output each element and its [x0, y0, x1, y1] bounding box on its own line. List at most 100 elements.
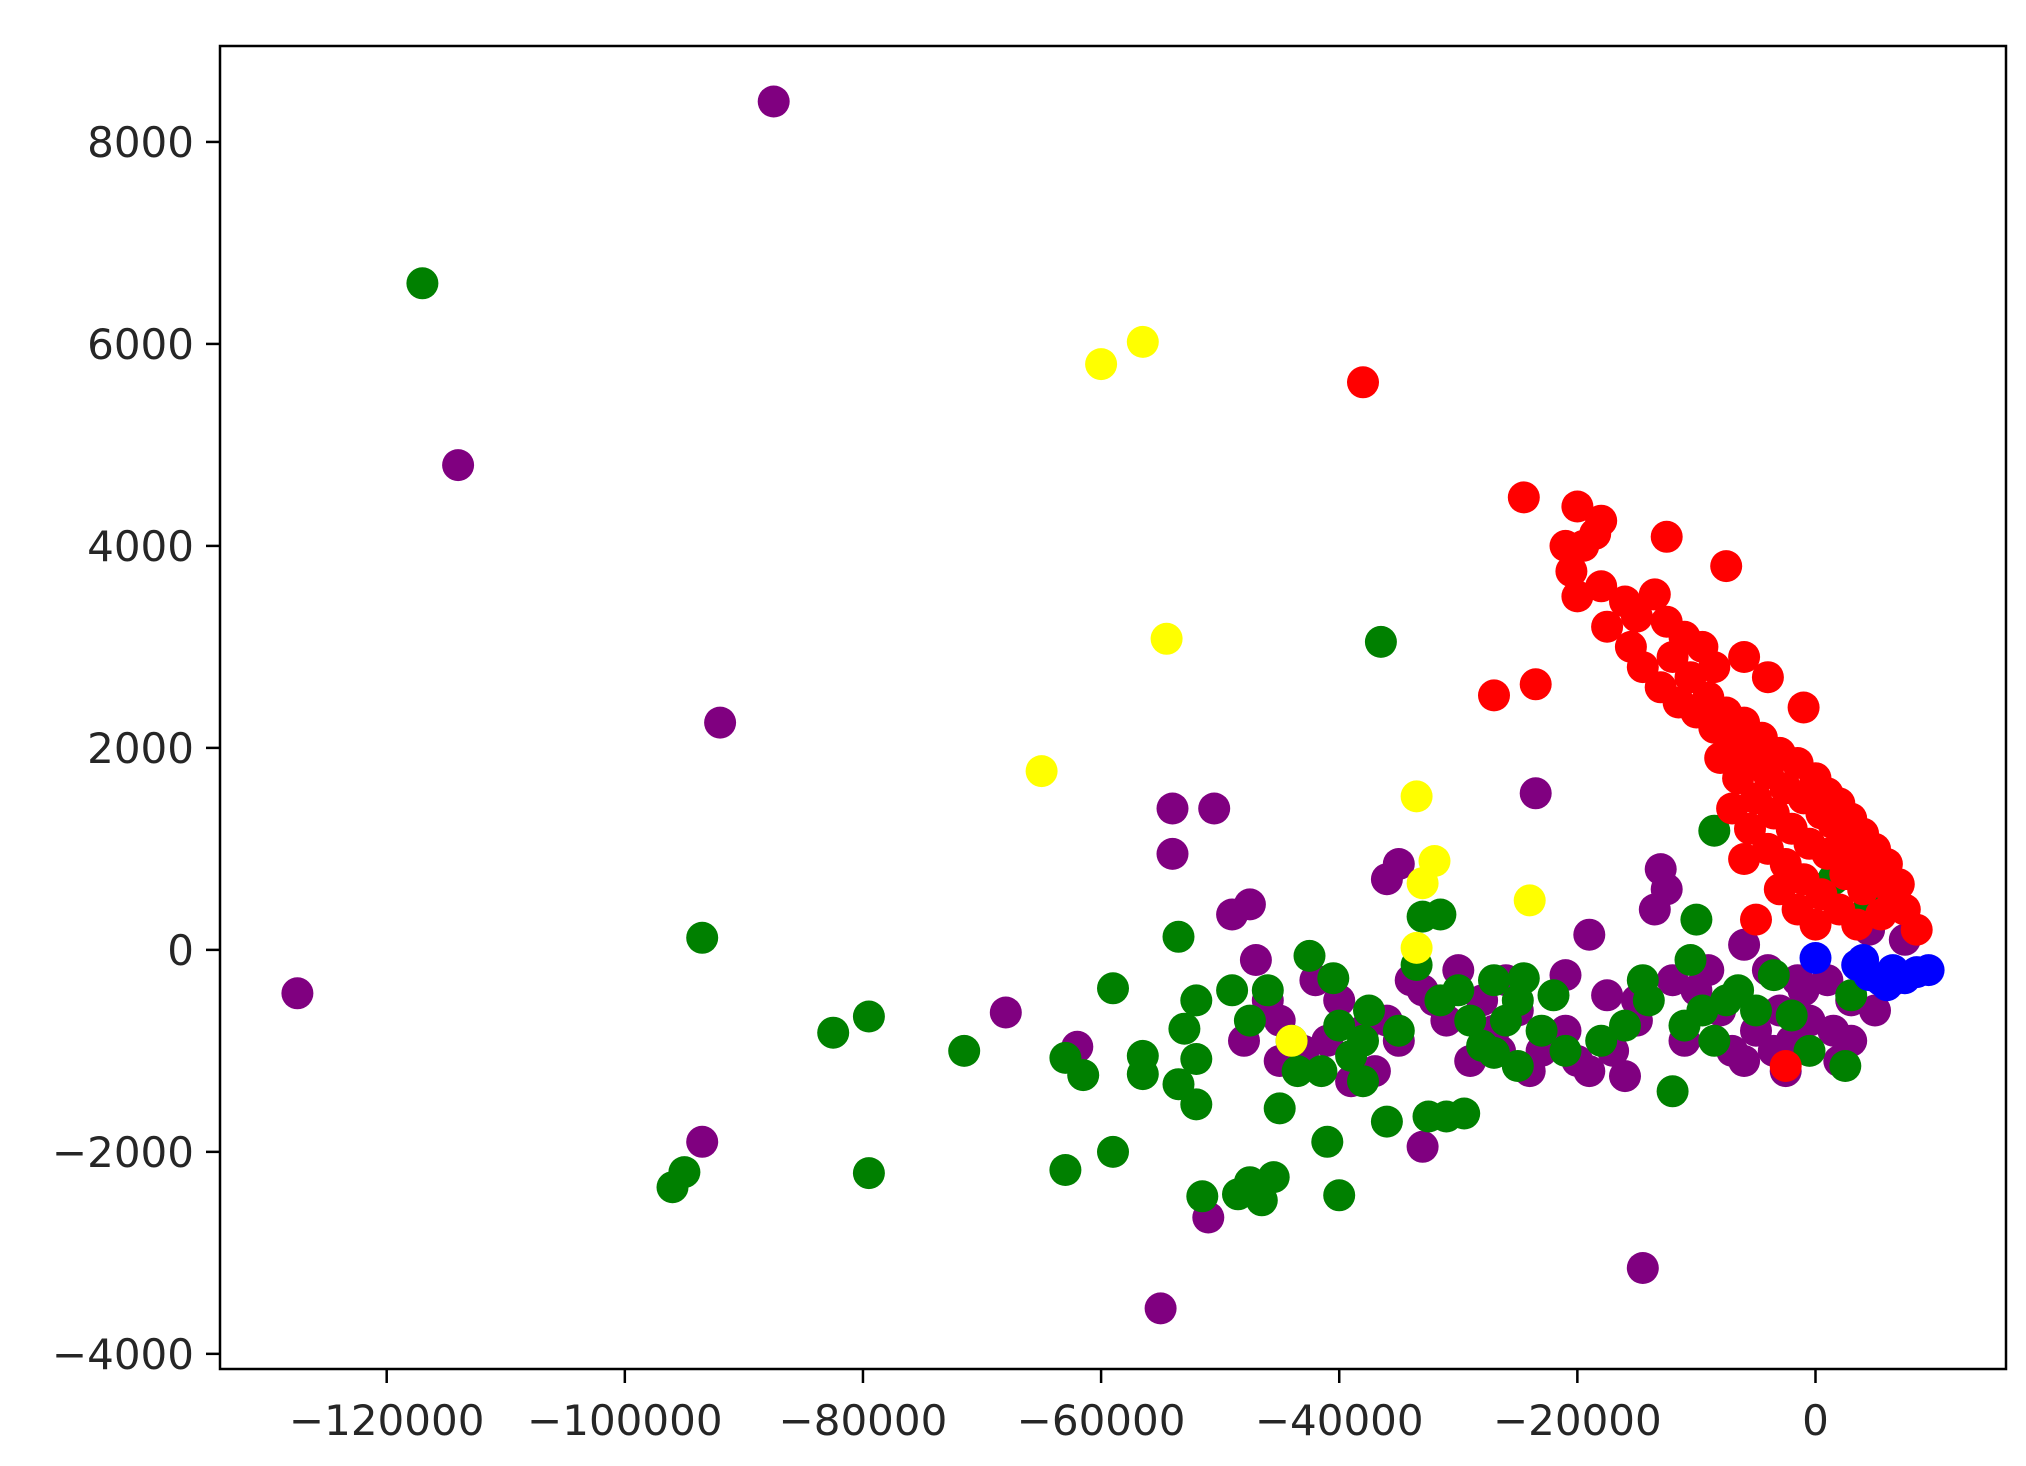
scatter-point [1216, 974, 1249, 1007]
scatter-point [1561, 490, 1594, 523]
scatter-point [1263, 1092, 1296, 1125]
scatter-point [1364, 625, 1397, 658]
scatter-point [1162, 920, 1195, 953]
scatter-point [1150, 622, 1183, 655]
scatter-point [1180, 984, 1213, 1017]
scatter-point [1549, 529, 1582, 562]
scatter-point [852, 1000, 885, 1033]
scatter-point [1406, 867, 1439, 900]
scatter-point [1650, 520, 1683, 553]
scatter-point [1347, 1065, 1379, 1098]
y-axis: −4000 −2000 0 2000 4000 6000 8000 [52, 118, 220, 1379]
scatter-point [1400, 931, 1433, 964]
scatter-point [1626, 1252, 1659, 1284]
scatter-point [1311, 1125, 1344, 1158]
scatter-point [281, 977, 314, 1010]
scatter-point [1787, 691, 1820, 724]
scatter-point [442, 449, 475, 482]
scatter-point [1478, 964, 1510, 997]
scatter-point [1049, 1154, 1082, 1186]
scatter-point [1186, 1180, 1219, 1213]
scatter-point [1085, 348, 1118, 381]
scatter-point [1323, 1009, 1356, 1042]
scatter-point [1513, 884, 1546, 917]
scatter-point [686, 1125, 719, 1158]
x-tick-label: −100000 [527, 1396, 723, 1445]
scatter-point [1591, 610, 1624, 643]
scatter-point [1638, 893, 1671, 926]
scatter-point [1382, 848, 1415, 880]
scatter-point [1454, 1004, 1487, 1037]
scatter-point [1525, 1014, 1558, 1047]
scatter-point [757, 85, 790, 118]
scatter-point [1097, 1135, 1129, 1168]
scatter-point [1555, 555, 1588, 588]
scatter-point [1293, 939, 1326, 972]
scatter-point [1347, 366, 1379, 399]
scatter-point [1507, 962, 1540, 995]
x-tick-label: −80000 [779, 1396, 948, 1445]
scatter-point [1382, 1014, 1415, 1047]
scatter-point [1740, 994, 1772, 1027]
scatter-point [1609, 1060, 1641, 1093]
scatter-point [1573, 918, 1606, 951]
scatter-point [686, 921, 719, 954]
scatter-point [1233, 888, 1266, 921]
scatter-point [1347, 1024, 1379, 1057]
scatter-point [1799, 942, 1832, 974]
scatter-point [852, 1157, 885, 1190]
x-tick-label: −40000 [1255, 1396, 1424, 1445]
scatter-point [406, 267, 439, 300]
scatter-point [1448, 1097, 1481, 1130]
scatter-point [1168, 1012, 1201, 1045]
scatter-point [1501, 1050, 1534, 1082]
scatter-point [1912, 954, 1945, 987]
scatter-point [1156, 792, 1189, 825]
scatter-point [989, 996, 1022, 1029]
scatter-point [1537, 979, 1570, 1012]
scatter-point [668, 1156, 701, 1189]
scatter-point [1728, 1045, 1761, 1077]
scatter-point [1370, 1105, 1403, 1138]
y-tick-label: 0 [167, 926, 194, 975]
scatter-point [1591, 979, 1624, 1012]
scatter-point [1900, 913, 1933, 946]
scatter-point [1180, 1088, 1213, 1121]
scatter-point [1579, 517, 1612, 550]
scatter-point [1257, 1161, 1290, 1194]
scatter-point [1829, 1050, 1862, 1082]
scatter-point [1740, 903, 1772, 936]
scatter-point [1442, 974, 1475, 1007]
scatter-point [1507, 481, 1540, 514]
scatter-point [1198, 792, 1231, 825]
scatter-point [1233, 1004, 1266, 1037]
scatter-point [1686, 994, 1719, 1027]
x-tick-label: −60000 [1017, 1396, 1186, 1445]
scatter-point [704, 706, 737, 739]
scatter-point [948, 1034, 981, 1067]
scatter-point [1353, 994, 1385, 1027]
y-tick-label: −2000 [52, 1128, 194, 1177]
y-tick-label: 6000 [87, 320, 194, 369]
scatter-point [1025, 755, 1058, 788]
scatter-point [1126, 325, 1159, 358]
scatter-point [1769, 1050, 1802, 1082]
scatter-point [1781, 964, 1814, 997]
scatter-point [1859, 994, 1891, 1027]
scatter-point [1698, 814, 1731, 847]
scatter-point [1620, 600, 1653, 633]
scatter-point [1097, 972, 1129, 1005]
scatter-point [1775, 999, 1808, 1032]
scatter-point [1126, 1058, 1159, 1091]
scatter-point [1478, 679, 1510, 712]
x-tick-label: 0 [1802, 1396, 1829, 1445]
scatter-point [1519, 668, 1552, 701]
scatter-point [1323, 1179, 1356, 1212]
x-axis: −120000 −100000 −80000 −60000 −40000 −20000 0 [289, 1369, 1829, 1445]
scatter-point [1793, 1034, 1826, 1067]
scatter-point [1638, 578, 1671, 611]
scatter-point [1406, 1130, 1439, 1163]
scatter-point [1519, 777, 1552, 810]
